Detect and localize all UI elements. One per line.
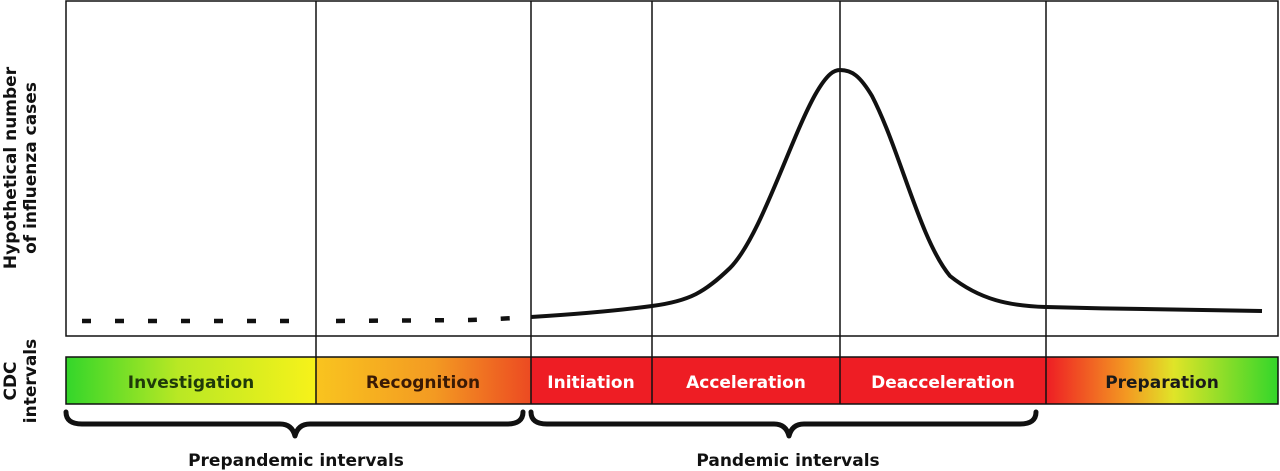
interval-label-preparation: Preparation — [1105, 373, 1219, 393]
band-initiation — [531, 357, 652, 404]
interval-band: Investigation Recognition Initiation Acc… — [65, 356, 1279, 405]
band-outline — [65, 356, 1279, 405]
band-deacceleration — [840, 357, 1046, 404]
band-axis-label: CDC intervals — [1, 339, 41, 423]
plot-frame — [65, 0, 1279, 337]
interval-label-deacceleration: Deacceleration — [871, 373, 1015, 393]
case-curve-dashed — [82, 314, 532, 324]
case-curve-solid — [530, 67, 1263, 319]
band-axis-label-line1: CDC — [1, 361, 21, 400]
pandemic-label: Pandemic intervals — [696, 451, 879, 471]
interval-label-recognition: Recognition — [366, 373, 480, 393]
band-preparation — [1046, 357, 1278, 404]
interval-label-acceleration: Acceleration — [686, 373, 806, 393]
band-recognition — [316, 357, 531, 404]
interval-label-initiation: Initiation — [547, 373, 634, 393]
interval-dividers — [315, 1, 1047, 404]
band-dividers — [315, 357, 1047, 404]
band-investigation — [66, 357, 316, 404]
y-axis-label-line1: Hypothetical number — [1, 66, 21, 269]
band-acceleration — [652, 357, 840, 404]
case-curve — [82, 67, 1263, 324]
y-axis-label-line2: of influenza cases — [21, 82, 41, 254]
prepandemic-label: Prepandemic intervals — [188, 451, 404, 471]
interval-label-investigation: Investigation — [128, 373, 255, 393]
band-axis-label-line2: intervals — [21, 339, 41, 423]
pandemic-brace — [528, 409, 1039, 439]
prepandemic-brace — [63, 409, 526, 439]
y-axis-label: Hypothetical number of influenza cases — [1, 66, 41, 269]
